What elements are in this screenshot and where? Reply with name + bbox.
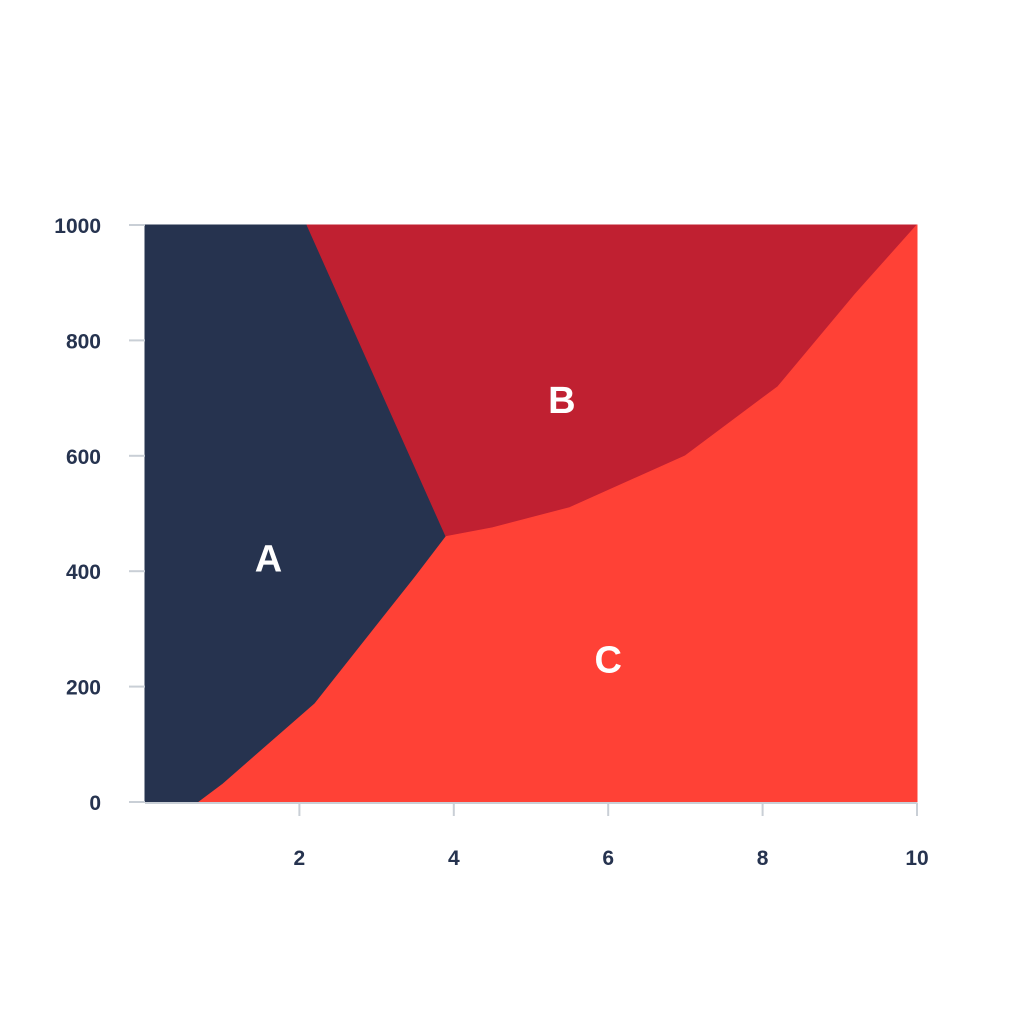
y-tick-label: 200 xyxy=(66,677,101,700)
y-tick-label: 400 xyxy=(66,561,101,584)
y-tick-label: 600 xyxy=(66,446,101,469)
x-axis-ticks: 2 4 6 8 10 xyxy=(294,803,929,870)
x-tick-label: 6 xyxy=(602,847,614,870)
region-labels: A B C xyxy=(255,380,622,682)
x-tick-label: 2 xyxy=(294,847,306,870)
y-tick-label: 1000 xyxy=(54,215,101,238)
y-axis-ticks: 0 200 400 600 800 1000 xyxy=(54,215,145,815)
region-c-label: C xyxy=(594,640,621,682)
x-tick-label: 8 xyxy=(757,847,769,870)
x-tick-label: 10 xyxy=(905,847,928,870)
region-c-area xyxy=(198,224,918,803)
regions-layer xyxy=(144,224,918,803)
region-a-label: A xyxy=(255,539,282,581)
y-tick-label: 0 xyxy=(89,792,101,815)
x-tick-label: 4 xyxy=(448,847,460,870)
y-tick-label: 800 xyxy=(66,330,101,353)
region-b-label: B xyxy=(548,380,575,422)
